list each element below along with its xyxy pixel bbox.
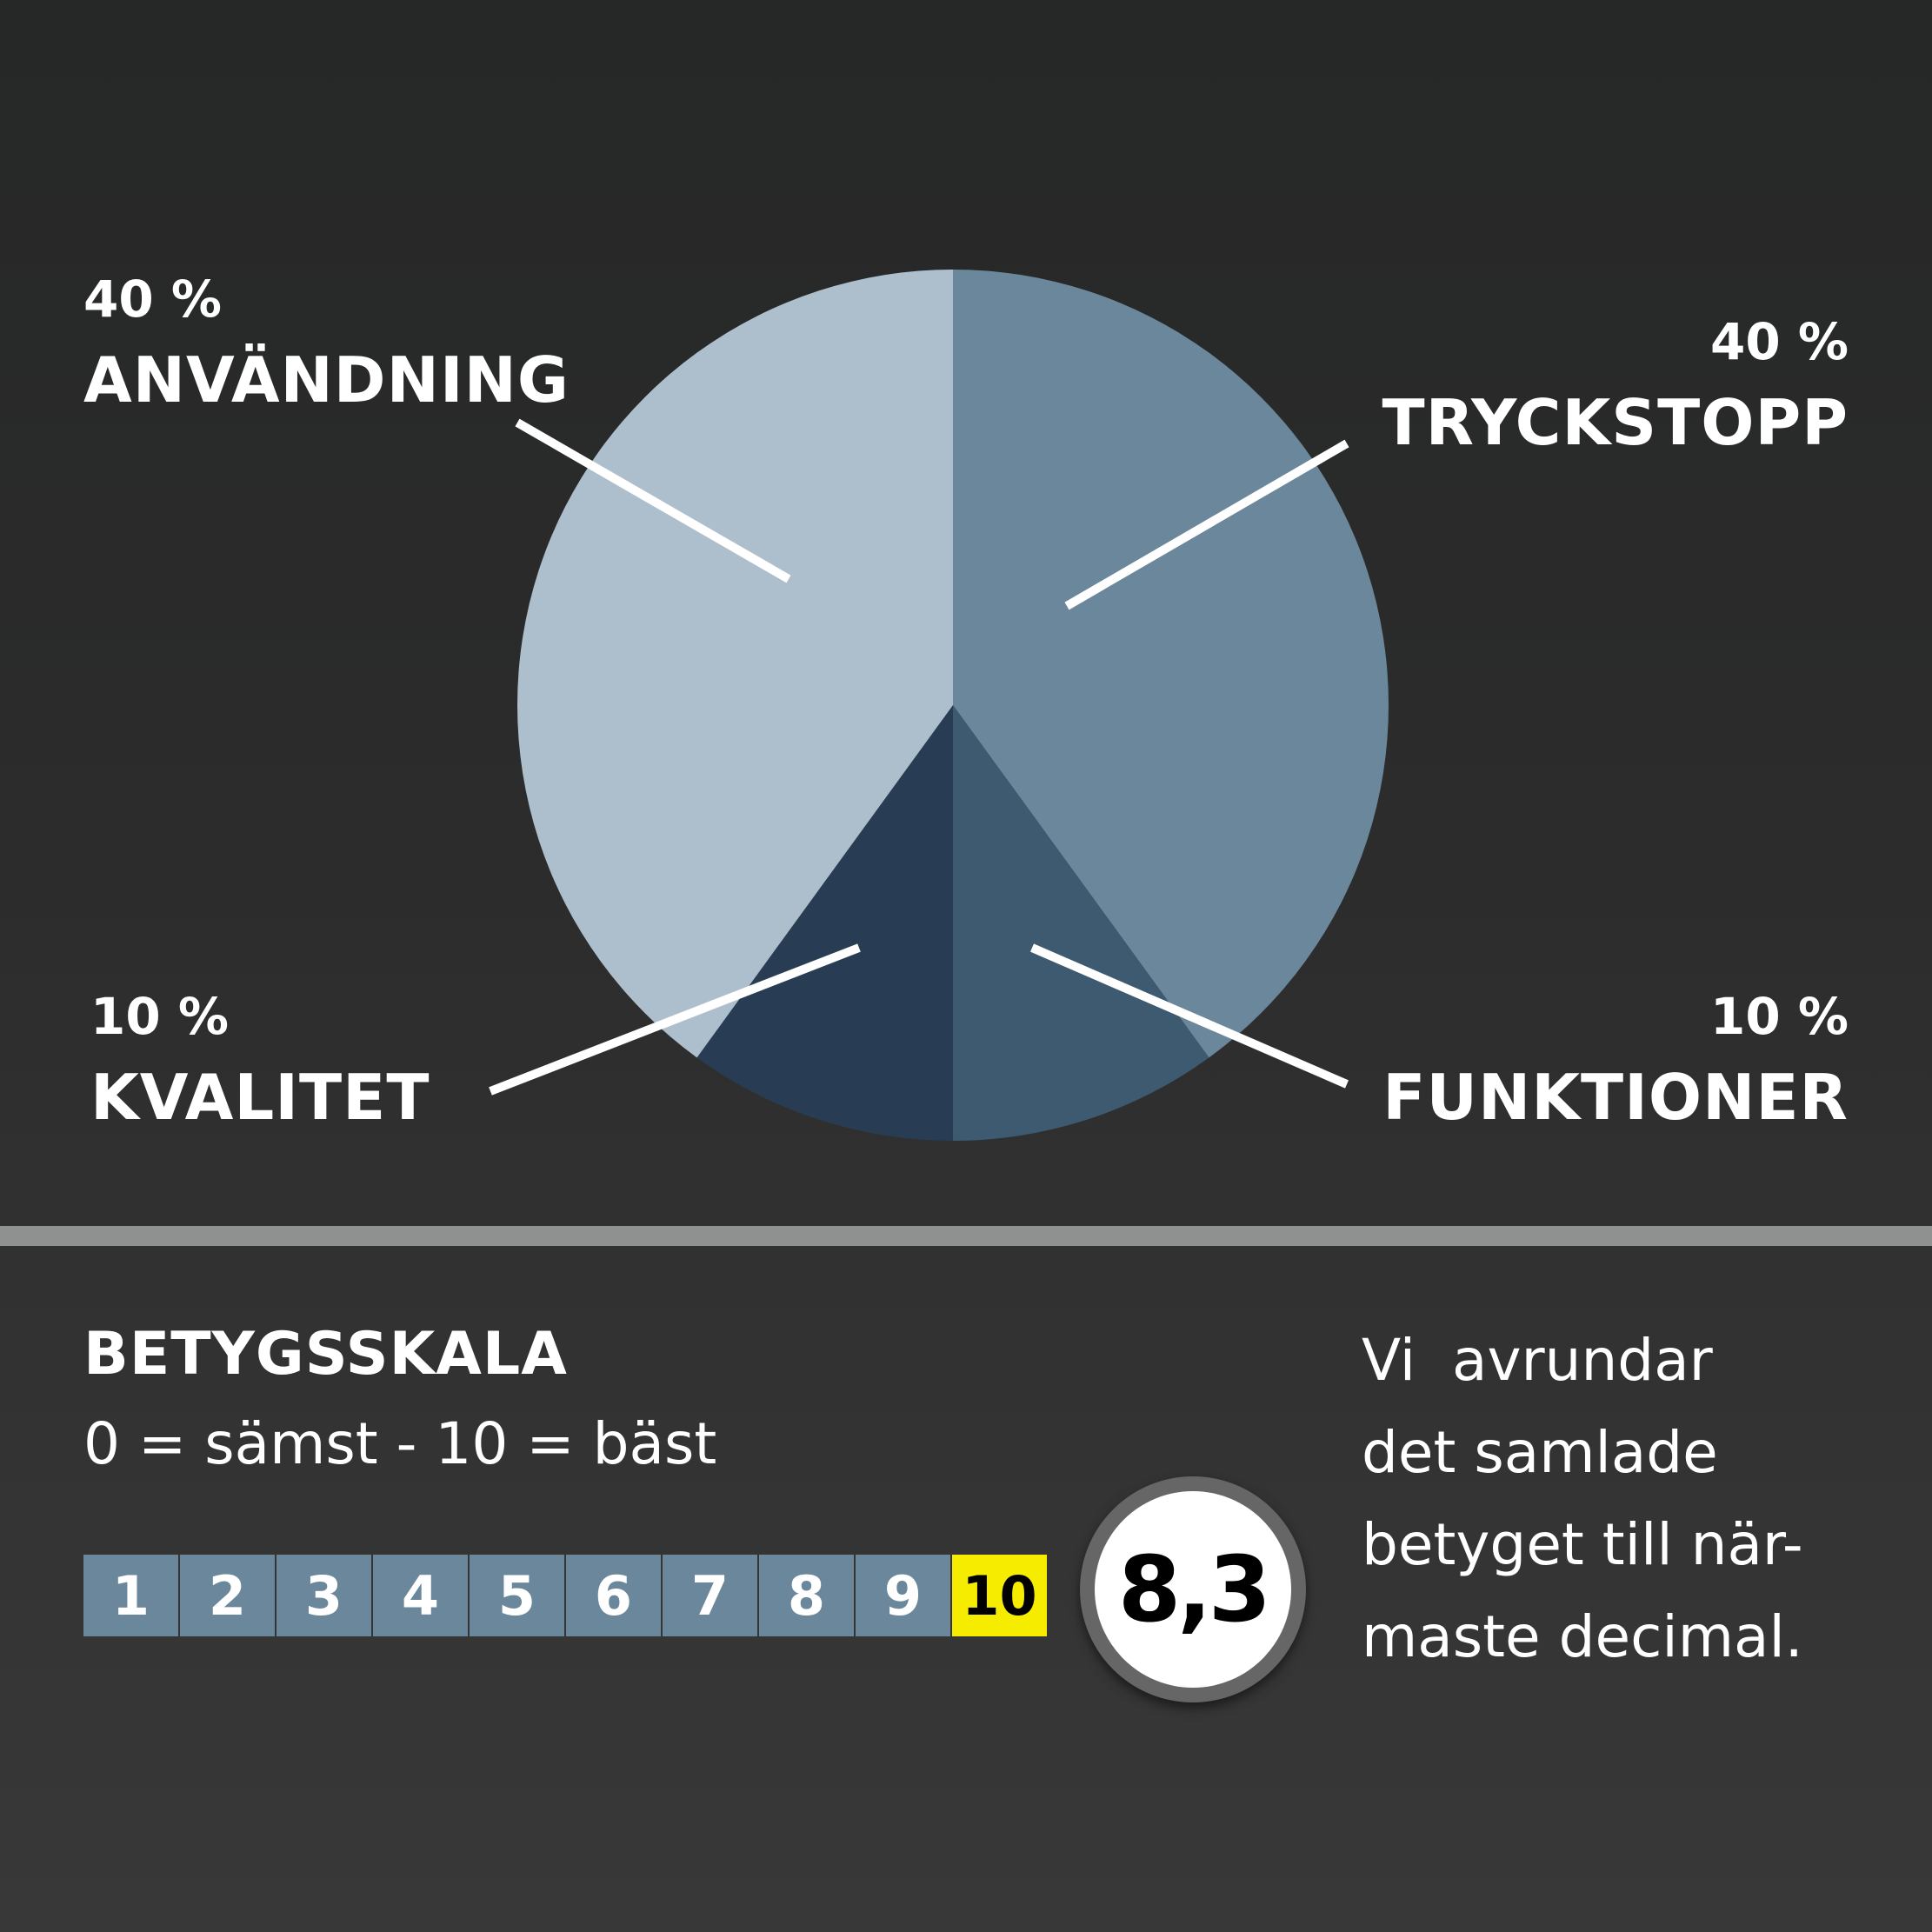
scale-subtitle: 0 = sämst - 10 = bäst	[83, 1410, 717, 1477]
label-tryckstopp: 40 % TRYCKSTOPP	[1382, 316, 1849, 454]
pie-slice-användning	[517, 270, 953, 1058]
note-line: Vi avrundar	[1362, 1327, 1713, 1394]
leader-line-tryckstopp	[1064, 439, 1349, 610]
leader-line-kvalitet	[489, 943, 861, 1096]
pie-slice-funktioner	[953, 705, 1209, 1141]
scale-step: 4	[373, 1555, 468, 1636]
divider	[0, 1226, 1932, 1246]
note-line: betyget till när-	[1362, 1511, 1803, 1578]
note-line: maste decimal.	[1362, 1603, 1803, 1670]
score-value: 8,3	[1095, 1491, 1291, 1688]
value-label: 10 %	[90, 987, 230, 1046]
scale-step: 9	[856, 1555, 950, 1636]
pie-chart	[489, 270, 1389, 1141]
slice-label: FUNKTIONER	[1382, 1061, 1849, 1134]
value-label: 40 %	[1709, 312, 1849, 371]
note-line: det samlade	[1362, 1419, 1718, 1486]
rating-scale: 1 2 3 4 5 6 7 8 9 10	[83, 1555, 1049, 1636]
pie-slice-tryckstopp	[953, 270, 1389, 1058]
scale-step: 5	[470, 1555, 564, 1636]
label-anvandning: 40 % ANVÄNDNING	[83, 274, 570, 411]
pie-slice-kvalitet	[696, 705, 953, 1141]
scale-step: 6	[566, 1555, 661, 1636]
scale-step: 3	[276, 1555, 371, 1636]
slice-label: TRYCKSTOPP	[1382, 386, 1849, 459]
scale-step: 8	[759, 1555, 854, 1636]
slice-label: KVALITET	[90, 1061, 430, 1134]
value-label: 40 %	[83, 270, 223, 329]
leader-line-funktioner	[1030, 943, 1349, 1089]
scale-step: 7	[663, 1555, 757, 1636]
slice-label: ANVÄNDNING	[83, 343, 570, 416]
note-text: Vi avrundar det samlade betyget till när…	[1362, 1315, 1803, 1683]
scale-title: BETYGSSKALA	[83, 1320, 568, 1389]
scale-step: 2	[180, 1555, 275, 1636]
value-label: 10 %	[1709, 987, 1849, 1046]
leader-line-anvandning	[515, 418, 791, 583]
label-funktioner: 10 % FUNKTIONER	[1382, 991, 1849, 1129]
label-kvalitet: 10 % KVALITET	[90, 991, 430, 1129]
scale-step: 1	[83, 1555, 178, 1636]
scale-step: 10	[952, 1555, 1047, 1636]
score-badge: 8,3	[1080, 1476, 1306, 1702]
